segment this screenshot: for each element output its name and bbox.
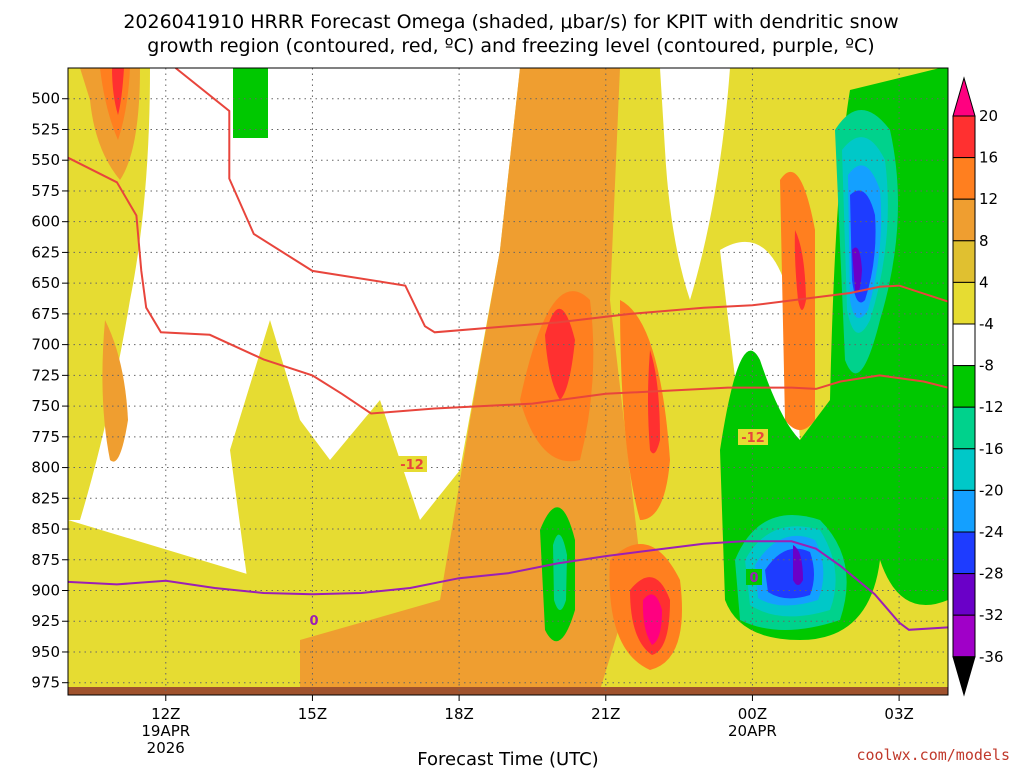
omega-core-20 xyxy=(642,594,662,645)
omega-band-12 xyxy=(780,171,815,430)
colorbar-swatch-4 xyxy=(952,281,976,325)
contour-label-zero-a: 0 xyxy=(309,614,318,629)
title-line-2: growth region (contoured, red, ºC) and f… xyxy=(147,35,874,57)
x-tick-label-12Z: 12Z xyxy=(151,705,180,723)
contour-lines xyxy=(68,68,948,631)
x-tick-label-18Z: 18Z xyxy=(444,705,473,723)
colorbar-label-13: -36 xyxy=(979,648,1004,666)
omega-band-neg8 xyxy=(233,68,268,138)
colorbar: 20 16 12 8 4 -4 -8 -12 -16 -20 -24 -28 -32 -36 xyxy=(952,76,1004,697)
colorbar-label-3: 8 xyxy=(979,232,989,250)
colorbar-label-6: -8 xyxy=(979,357,994,375)
omega-band-4 xyxy=(230,320,420,600)
colorbar-swatch-12 xyxy=(952,614,976,658)
omega-band-neg8 xyxy=(930,496,948,560)
y-tick-label-750: 750 xyxy=(31,397,60,415)
y-tick-label-675: 675 xyxy=(31,305,60,323)
colorbar-swatch-2 xyxy=(952,198,976,242)
colorbar-swatch-7 xyxy=(952,406,976,450)
omega-shading xyxy=(68,68,948,695)
contour-line-0 xyxy=(68,156,948,415)
omega-band-8 xyxy=(102,320,128,462)
x-tick-sublabel-00Z: 20APR xyxy=(728,722,777,740)
colorbar-label-9: -20 xyxy=(979,481,1004,499)
x-axis-title: Forecast Time (UTC) xyxy=(417,749,598,768)
y-tick-label-625: 625 xyxy=(31,243,60,261)
y-tick-label-900: 900 xyxy=(31,582,60,600)
colorbar-bottom-arrow xyxy=(952,656,976,697)
colorbar-label-2: 12 xyxy=(979,190,998,208)
omega-band-neg24 xyxy=(765,548,814,599)
omega-band-neg28 xyxy=(852,247,862,293)
omega-hole xyxy=(660,68,730,300)
colorbar-swatch-10 xyxy=(952,531,976,575)
y-tick-label-875: 875 xyxy=(31,551,60,569)
y-tick-label-850: 850 xyxy=(31,520,60,538)
colorbar-label-7: -12 xyxy=(979,398,1004,416)
y-tick-label-700: 700 xyxy=(31,336,60,354)
y-tick-label-650: 650 xyxy=(31,274,60,292)
omega-band-neg12 xyxy=(553,534,567,610)
colorbar-label-0: 20 xyxy=(979,107,998,125)
colorbar-label-10: -24 xyxy=(979,523,1004,541)
colorbar-swatch-11 xyxy=(952,573,976,616)
y-tick-label-925: 925 xyxy=(31,612,60,630)
omega-core-16 xyxy=(794,230,806,310)
colorbar-label-11: -28 xyxy=(979,565,1004,583)
colorbar-label-5: -4 xyxy=(979,315,994,333)
contour-label-neg12-a: -12 xyxy=(400,458,424,473)
y-tick-label-725: 725 xyxy=(31,366,60,384)
y-tick-label-500: 500 xyxy=(31,90,60,108)
y-tick-label-525: 525 xyxy=(31,120,60,138)
omega-band-12 xyxy=(620,300,670,520)
y-tick-label-950: 950 xyxy=(31,643,60,661)
y-tick-label-600: 600 xyxy=(31,213,60,231)
omega-core-16 xyxy=(545,308,575,400)
colorbar-label-8: -16 xyxy=(979,440,1004,458)
colorbar-swatch-9 xyxy=(952,489,976,533)
x-tick-label-03Z: 03Z xyxy=(884,705,913,723)
colorbar-swatch-3 xyxy=(952,240,976,283)
omega-band-8 xyxy=(300,600,440,690)
colorbar-label-4: 4 xyxy=(979,273,989,291)
omega-band-4 xyxy=(68,68,150,520)
x-tick-label-21Z: 21Z xyxy=(591,705,620,723)
colorbar-label-1: 16 xyxy=(979,149,998,167)
y-tick-label-575: 575 xyxy=(31,182,60,200)
title-line-1: 2026041910 HRRR Forecast Omega (shaded, … xyxy=(123,11,898,33)
ground-strip xyxy=(68,687,948,695)
x-tick-label-00Z: 00Z xyxy=(738,705,767,723)
colorbar-swatch-8 xyxy=(952,448,976,491)
colorbar-swatch-5 xyxy=(952,323,976,367)
omega-band-neg28 xyxy=(793,545,803,585)
colorbar-swatch-1 xyxy=(952,157,976,200)
colorbar-swatch-0 xyxy=(952,115,976,159)
colorbar-top-arrow xyxy=(952,76,976,117)
colorbar-swatch-6 xyxy=(952,365,976,408)
colorbar-label-12: -32 xyxy=(979,606,1004,624)
credit-text: coolwx.com/models xyxy=(856,746,1010,764)
y-tick-label-975: 975 xyxy=(31,674,60,692)
x-tick-sublabel-12Z: 19APR xyxy=(141,722,190,740)
y-tick-label-775: 775 xyxy=(31,428,60,446)
y-tick-label-800: 800 xyxy=(31,459,60,477)
contour-line-1 xyxy=(174,68,948,334)
y-tick-label-825: 825 xyxy=(31,489,60,507)
contour-label-zero-b: 0 xyxy=(749,571,758,586)
contour-labels: -12 -12 0 0 xyxy=(306,429,768,629)
x-tick-label-15Z: 15Z xyxy=(298,705,327,723)
gridlines xyxy=(68,68,948,695)
contour-label-neg12-b: -12 xyxy=(741,431,765,446)
omega-core-16 xyxy=(112,68,124,115)
plot-frame xyxy=(67,67,949,696)
y-axis: 500 525 550 575 600 625 650 675 700 725 750 775 800 8… xyxy=(31,90,68,692)
y-tick-label-550: 550 xyxy=(31,151,60,169)
x-tick-sublabel2-12Z: 2026 xyxy=(147,739,185,757)
contour-line-2 xyxy=(68,540,948,631)
